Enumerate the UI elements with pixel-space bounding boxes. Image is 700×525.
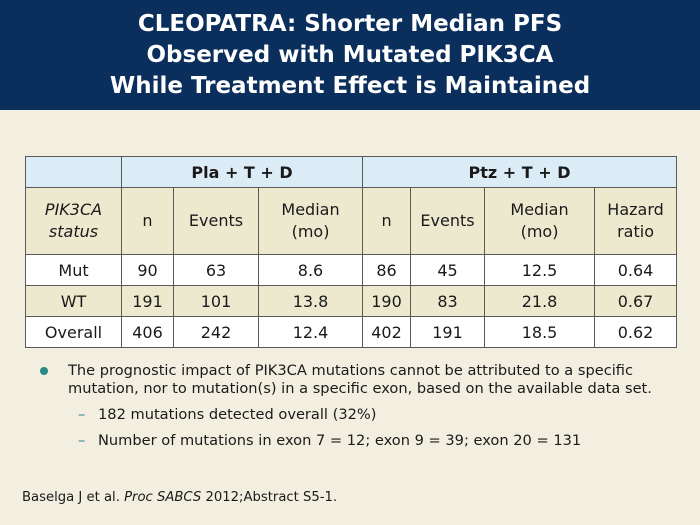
group-header-empty (25, 156, 122, 188)
cell: 12.4 (257, 316, 364, 348)
dash-icon: – (78, 406, 86, 423)
sub-bullet-item: – Number of mutations in exon 7 = 12; ex… (78, 432, 660, 450)
group-header-pla: Pla + T + D (120, 156, 364, 188)
results-table: Pla + T + D Ptz + T + D PIK3CA status n … (25, 156, 678, 348)
group-header-row: Pla + T + D Ptz + T + D (25, 156, 678, 188)
title-line-2: Observed with Mutated PIK3CA (146, 41, 554, 68)
cell: 191 (410, 316, 486, 348)
bullet-dot-icon (40, 367, 48, 375)
sub-bullet-text: 182 mutations detected overall (32%) (98, 406, 377, 423)
cell: 0.64 (594, 254, 678, 286)
cell: 86 (362, 254, 412, 286)
group-header-ptz: Ptz + T + D (362, 156, 678, 188)
sub-bullet-text: Number of mutations in exon 7 = 12; exon… (98, 432, 582, 449)
cell: 402 (362, 316, 412, 348)
cell: 13.8 (257, 285, 364, 317)
cell: 191 (121, 285, 174, 317)
cell: 242 (173, 316, 259, 348)
header-hazard-ratio: Hazard ratio (594, 187, 678, 255)
cell: 90 (121, 254, 174, 286)
header-pla-n: n (121, 187, 174, 255)
table-row-overall: Overall 406 242 12.4 402 191 18.5 0.62 (25, 316, 678, 348)
header-pla-median: Median (mo) (257, 187, 364, 255)
cell: 45 (410, 254, 486, 286)
cell: 406 (121, 316, 174, 348)
table-row-mut: Mut 90 63 8.6 86 45 12.5 0.64 (25, 254, 678, 286)
cell: 0.62 (594, 316, 678, 348)
sub-header-row: PIK3CA status n Events Median (mo) n Even… (25, 187, 678, 255)
header-ptz-median: Median (mo) (484, 187, 596, 255)
title-line-3: While Treatment Effect is Maintained (109, 72, 591, 99)
cell: 8.6 (257, 254, 364, 286)
title-line-1: CLEOPATRA: Shorter Median PFS (137, 10, 563, 37)
cell: 21.8 (484, 285, 596, 317)
cell: 18.5 (484, 316, 596, 348)
header-ptz-n: n (362, 187, 412, 255)
cell: 12.5 (484, 254, 596, 286)
citation: Baselga J et al. Proc SABCS 2012;Abstrac… (22, 490, 338, 505)
cell: 190 (362, 285, 412, 317)
slide-title: CLEOPATRA: Shorter Median PFS Observed w… (0, 0, 700, 110)
cell: 63 (173, 254, 259, 286)
bullet-text: The prognostic impact of PIK3CA mutation… (68, 362, 652, 397)
header-pik3ca-status: PIK3CA status (25, 187, 122, 255)
header-pla-events: Events (173, 187, 259, 255)
sub-bullet-item: – 182 mutations detected overall (32%) (78, 406, 660, 424)
row-status: WT (25, 285, 122, 317)
cell: 101 (173, 285, 259, 317)
table-row-wt: WT 191 101 13.8 190 83 21.8 0.67 (25, 285, 678, 317)
header-ptz-events: Events (410, 187, 486, 255)
dash-icon: – (78, 432, 86, 449)
row-status: Overall (25, 316, 122, 348)
cell: 83 (410, 285, 486, 317)
bullet-item: The prognostic impact of PIK3CA mutation… (40, 362, 660, 398)
bullet-list: The prognostic impact of PIK3CA mutation… (40, 362, 660, 450)
cell: 0.67 (594, 285, 678, 317)
citation-journal: Proc SABCS (124, 490, 202, 505)
row-status: Mut (25, 254, 122, 286)
